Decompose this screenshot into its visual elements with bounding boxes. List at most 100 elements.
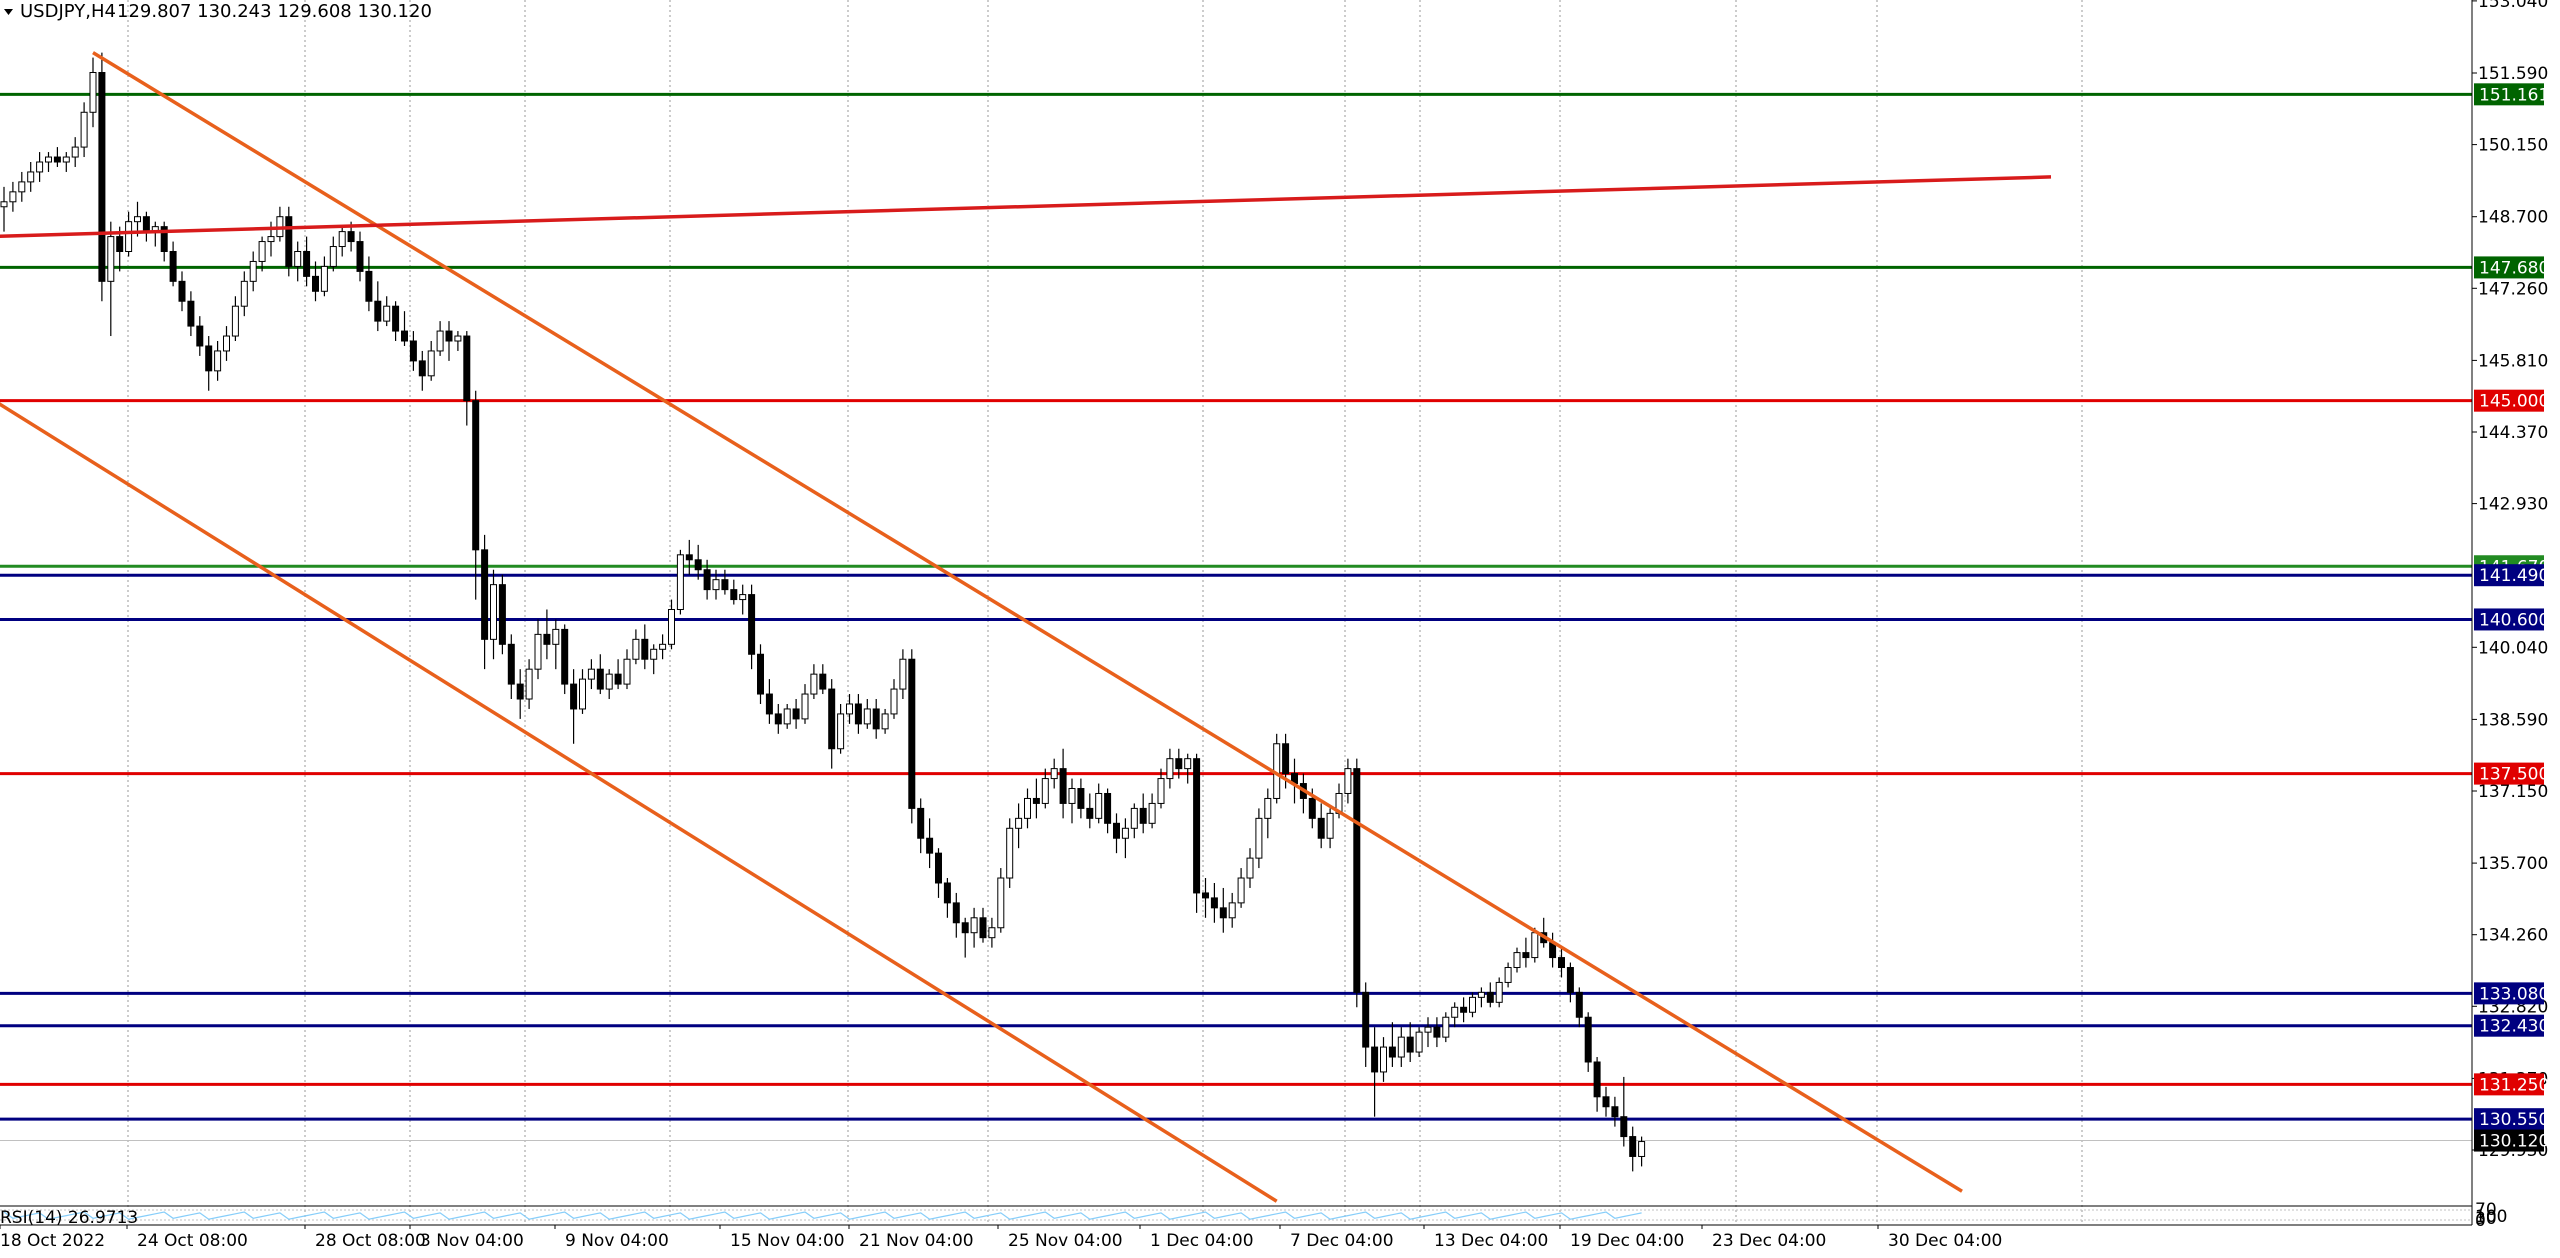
candle-body — [1157, 778, 1165, 804]
candle-body — [1077, 788, 1085, 809]
candle-body — [605, 673, 613, 690]
candle-body — [757, 653, 764, 695]
level-price-tag — [2474, 982, 2544, 1005]
candle-body — [214, 350, 222, 372]
level-price-tag — [2474, 1014, 2544, 1037]
candle-body — [943, 882, 951, 904]
candle-body — [62, 156, 70, 163]
candle-body — [819, 673, 827, 690]
candle-body — [498, 584, 506, 645]
candle-body — [632, 638, 640, 660]
candle-body — [1593, 1061, 1601, 1098]
symbol-timeframe: USDJPY,H4 — [20, 1, 116, 22]
candle-body — [1629, 1136, 1637, 1157]
candle-body — [1522, 952, 1530, 959]
candle-body — [71, 146, 79, 158]
candle-body — [36, 161, 44, 173]
candle-body — [392, 305, 400, 332]
time-label: 1 Dec 04:00 — [1150, 1231, 1254, 1251]
level-price-tag-label: 145.000 — [2479, 392, 2549, 412]
level-price-tag — [2474, 1073, 2544, 1096]
rising-resistance-trendline — [0, 175, 2052, 238]
candle-body — [810, 673, 818, 695]
candle-body — [579, 678, 586, 710]
candle-body — [312, 275, 319, 292]
level-price-tag-label: 137.500 — [2479, 765, 2549, 785]
candle-body — [1397, 1036, 1405, 1058]
candle-body — [1611, 1106, 1619, 1118]
candle-body — [240, 280, 248, 307]
candle-body — [205, 345, 213, 372]
candle-body — [970, 917, 978, 934]
time-label: 23 Dec 04:00 — [1712, 1231, 1826, 1251]
candle-body — [694, 559, 702, 571]
candle-body — [570, 683, 578, 710]
candle-body — [863, 708, 871, 725]
candle-body — [178, 280, 186, 302]
candle-body — [1282, 743, 1290, 775]
candle-body — [917, 807, 925, 839]
channel-upper-trendline — [92, 51, 1963, 1193]
candle-body — [107, 236, 115, 282]
candle-body — [748, 594, 756, 655]
price-tick-label: 144.370 — [2478, 423, 2548, 443]
rsi-axis-0: 0 — [2475, 1211, 2486, 1231]
candle-body — [561, 628, 569, 685]
time-label: 18 Oct 2022 — [0, 1231, 105, 1251]
last-price-tag-label: 130.120 — [2479, 1132, 2549, 1152]
candle-body — [659, 643, 667, 650]
candle-body — [1380, 1046, 1387, 1073]
candle-body — [169, 251, 177, 282]
time-axis: 18 Oct 2022 24 Oct 08:00 28 Oct 08:003 Nov… — [0, 1224, 2472, 1251]
candle-body — [1193, 758, 1201, 894]
time-label: 3 Nov 04:00 — [420, 1231, 524, 1251]
candle-body — [1228, 902, 1236, 919]
candle-body — [1308, 797, 1316, 819]
triangle-down-icon[interactable] — [4, 9, 13, 15]
candle-body — [997, 877, 1005, 929]
candle-body — [623, 658, 631, 685]
candle-body — [401, 330, 408, 342]
candle-body — [668, 609, 675, 645]
time-label: 25 Nov 04:00 — [1008, 1231, 1123, 1251]
time-label: 24 Oct 08:00 — [137, 1231, 248, 1251]
candle-body — [383, 305, 391, 322]
candle-body — [1433, 1026, 1441, 1038]
candle-body — [320, 265, 328, 292]
candle-body — [1460, 1006, 1468, 1013]
candle-body — [854, 703, 862, 725]
candle-body — [908, 658, 916, 809]
candle-body — [587, 668, 595, 680]
candle-body — [1068, 788, 1076, 804]
candle-body — [1566, 967, 1574, 993]
price-tick-label: 142.930 — [2478, 495, 2548, 515]
candle-body — [472, 400, 480, 551]
candle-body — [187, 300, 195, 327]
level-price-tag — [2474, 83, 2544, 106]
candle-body — [445, 330, 453, 342]
candle-body — [926, 837, 934, 854]
candle-body — [454, 335, 462, 342]
time-label: 7 Dec 04:00 — [1290, 1231, 1394, 1251]
candle-body — [1344, 768, 1352, 794]
candle-body — [765, 693, 773, 715]
level-price-tag — [2474, 389, 2544, 412]
level-price-tag-label: 132.430 — [2479, 1017, 2549, 1037]
candle-body — [1237, 877, 1245, 904]
candle-body — [1166, 758, 1174, 780]
candle-body — [1246, 857, 1254, 879]
candle-body — [596, 668, 604, 690]
level-price-tag-label: 140.600 — [2479, 610, 2549, 630]
candle-body — [436, 330, 444, 352]
candle-body — [9, 191, 17, 203]
candle-body — [1121, 827, 1129, 839]
candle-body — [534, 633, 542, 670]
level-price-tag — [2474, 564, 2544, 587]
candle-body — [18, 181, 26, 193]
candle-body — [427, 350, 435, 377]
candle-body — [1210, 897, 1218, 909]
candle-body — [1353, 768, 1361, 993]
